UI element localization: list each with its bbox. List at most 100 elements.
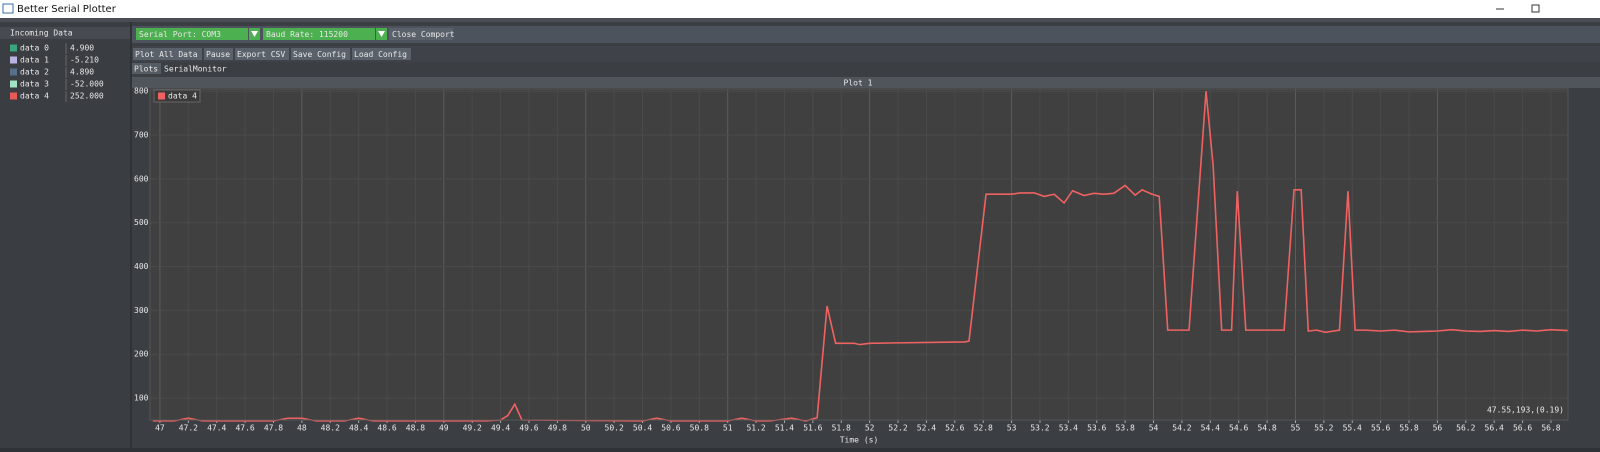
x-tick-label: 50 — [581, 424, 591, 433]
item-name: data 0 — [20, 44, 49, 53]
item-value: 252.000 — [70, 92, 104, 101]
button-label: Plot All Data — [135, 50, 198, 59]
sidebar — [0, 22, 130, 448]
tab-row: Plots SerialMonitor — [132, 63, 231, 74]
item-value: 4.890 — [70, 68, 94, 77]
item-name: data 1 — [20, 56, 49, 65]
x-tick-label: 54.4 — [1201, 424, 1220, 433]
arrow-icon — [251, 31, 258, 37]
sidebar-list: data 0 4.900 data 1 -5.210 data 2 4.890 data 3… — [10, 43, 104, 102]
sidebar-title: Incoming Data — [10, 29, 73, 38]
button[interactable] — [133, 48, 202, 60]
window-title: Better Serial Plotter — [17, 4, 117, 15]
swatch — [10, 80, 17, 88]
button[interactable] — [204, 48, 233, 60]
x-tick-label: 54.8 — [1257, 424, 1276, 433]
button-label: Export CSV — [237, 50, 285, 59]
y-tick-label: 700 — [134, 131, 149, 140]
x-tick-label: 48.8 — [406, 424, 425, 433]
title-bar: Better Serial Plotter — [0, 0, 1600, 18]
plot-title-bar — [132, 77, 1600, 88]
x-tick-label: 55.4 — [1343, 424, 1362, 433]
series-line — [152, 91, 1569, 422]
tab[interactable] — [132, 63, 161, 74]
x-tick-label: 50.6 — [661, 424, 680, 433]
button-label: Load Config — [354, 50, 407, 59]
item-name: data 3 — [20, 80, 49, 89]
x-tick-label: 47.4 — [207, 424, 226, 433]
x-tick-label: 53.2 — [1030, 424, 1049, 433]
tab-label: SerialMonitor — [164, 65, 227, 74]
button-row: Plot All Data Pause Export CSV Save Config L… — [132, 46, 1600, 62]
y-tick-label: 800 — [134, 87, 149, 96]
x-tick-label: 49.6 — [519, 424, 538, 433]
item-value: 4.900 — [70, 44, 94, 53]
sidebar-header — [0, 27, 130, 39]
button-label: Save Config — [293, 50, 346, 59]
x-tick-label: 53 — [1007, 424, 1017, 433]
item-value: -5.210 — [70, 56, 99, 65]
x-tick-label: 50.2 — [605, 424, 624, 433]
x-tick-label: 50.8 — [690, 424, 709, 433]
x-tick-label: 51.8 — [832, 424, 851, 433]
x-tick-label: 56.4 — [1485, 424, 1504, 433]
swatch — [10, 68, 17, 76]
x-tick-label: 52.4 — [917, 424, 936, 433]
item-name: data 4 — [20, 92, 49, 101]
swatch — [10, 56, 17, 64]
x-tick-label: 53.8 — [1116, 424, 1135, 433]
y-tick-label: 200 — [134, 350, 149, 359]
x-tick-label: 52.8 — [974, 424, 993, 433]
button-label: Pause — [206, 50, 230, 59]
button[interactable] — [352, 48, 411, 60]
x-tick-label: 51.6 — [803, 424, 822, 433]
x-tick-label: 47.6 — [235, 424, 254, 433]
x-tick-label: 52.6 — [945, 424, 964, 433]
x-axis-label: Time (s) — [840, 436, 879, 445]
x-tick-label: 48.6 — [377, 424, 396, 433]
item-value: -52.000 — [70, 80, 104, 89]
x-tick-label: 56.8 — [1541, 424, 1560, 433]
x-tick-label: 49.2 — [463, 424, 482, 433]
x-tick-label: 51.4 — [775, 424, 794, 433]
x-tick-label: 51 — [723, 424, 733, 433]
x-tick-label: 47.8 — [264, 424, 283, 433]
plot-area — [150, 89, 1568, 420]
tab[interactable] — [162, 63, 231, 74]
x-tick-label: 48 — [297, 424, 307, 433]
toolbar-2 — [132, 46, 1600, 62]
x-tick-label: 49 — [439, 424, 449, 433]
y-tick-label: 300 — [134, 306, 149, 315]
y-tick-label: 500 — [134, 218, 149, 227]
restore[interactable] — [1531, 4, 1540, 13]
button[interactable] — [235, 48, 289, 60]
port-dropdown[interactable] — [136, 28, 248, 40]
cursor-readout: 47.55,193,(0.19) — [1487, 406, 1564, 415]
baud-dropdown[interactable] — [263, 28, 375, 40]
port-label: Serial Port: COM3 — [139, 30, 221, 39]
x-tick-label: 48.2 — [321, 424, 340, 433]
close-button[interactable] — [389, 28, 453, 40]
arrow-icon — [378, 31, 385, 37]
x-tick-label: 49.8 — [548, 424, 567, 433]
x-tick-label: 54.6 — [1229, 424, 1248, 433]
title-bar-bg — [0, 0, 1600, 18]
y-tick-label: 600 — [134, 174, 149, 183]
swatch — [10, 44, 17, 52]
x-tick-label: 54.2 — [1172, 424, 1191, 433]
x-tick-label: 47.2 — [179, 424, 198, 433]
x-tick-label: 52 — [865, 424, 875, 433]
x-tick-label: 55.8 — [1399, 424, 1418, 433]
x-tick-label: 50.4 — [633, 424, 652, 433]
plot-border — [149, 88, 1569, 421]
app-icon — [2, 3, 14, 14]
x-tick-label: 53.6 — [1087, 424, 1106, 433]
button[interactable] — [291, 48, 350, 60]
legend-box — [153, 89, 201, 103]
swatch — [10, 92, 17, 100]
x-tick-label: 55 — [1291, 424, 1301, 433]
x-tick-label: 55.2 — [1314, 424, 1333, 433]
x-tick-label: 54 — [1149, 424, 1159, 433]
close-label: Close Comport — [392, 30, 455, 39]
legend-swatch — [158, 92, 165, 100]
